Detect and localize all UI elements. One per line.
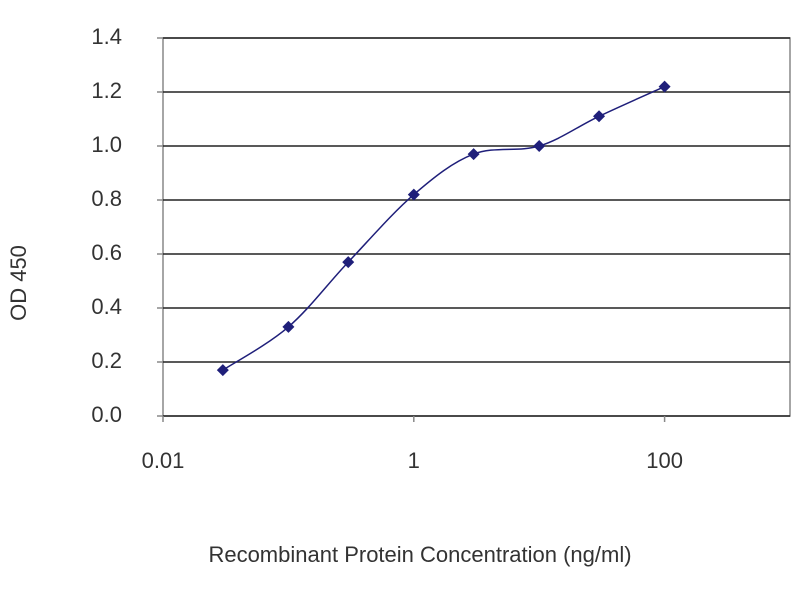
plot-area bbox=[162, 37, 791, 417]
x-tick-label: 0.01 bbox=[142, 448, 185, 473]
marker bbox=[593, 110, 606, 123]
x-tick-label: 1 bbox=[408, 448, 420, 473]
marker bbox=[216, 364, 229, 377]
marker bbox=[467, 148, 480, 161]
y-tick-label: 0.2 bbox=[91, 348, 122, 373]
y-tick-label: 1.4 bbox=[91, 24, 122, 49]
marker bbox=[407, 188, 420, 201]
y-tick-label: 0.4 bbox=[91, 294, 122, 319]
y-tick-label: 0.0 bbox=[91, 402, 122, 427]
y-tick-label: 1.0 bbox=[91, 132, 122, 157]
marker bbox=[342, 256, 355, 269]
y-tick-label: 0.8 bbox=[91, 186, 122, 211]
marker bbox=[282, 320, 295, 333]
marker bbox=[658, 80, 671, 93]
y-tick-label: 1.2 bbox=[91, 78, 122, 103]
x-tick-label: 100 bbox=[646, 448, 683, 473]
y-tick-label: 0.6 bbox=[91, 240, 122, 265]
marker bbox=[533, 140, 546, 152]
line bbox=[222, 85, 665, 371]
y-axis-label: OD 450 bbox=[6, 245, 31, 321]
x-axis-label: Recombinant Protein Concentration (ng/ml… bbox=[208, 542, 631, 567]
